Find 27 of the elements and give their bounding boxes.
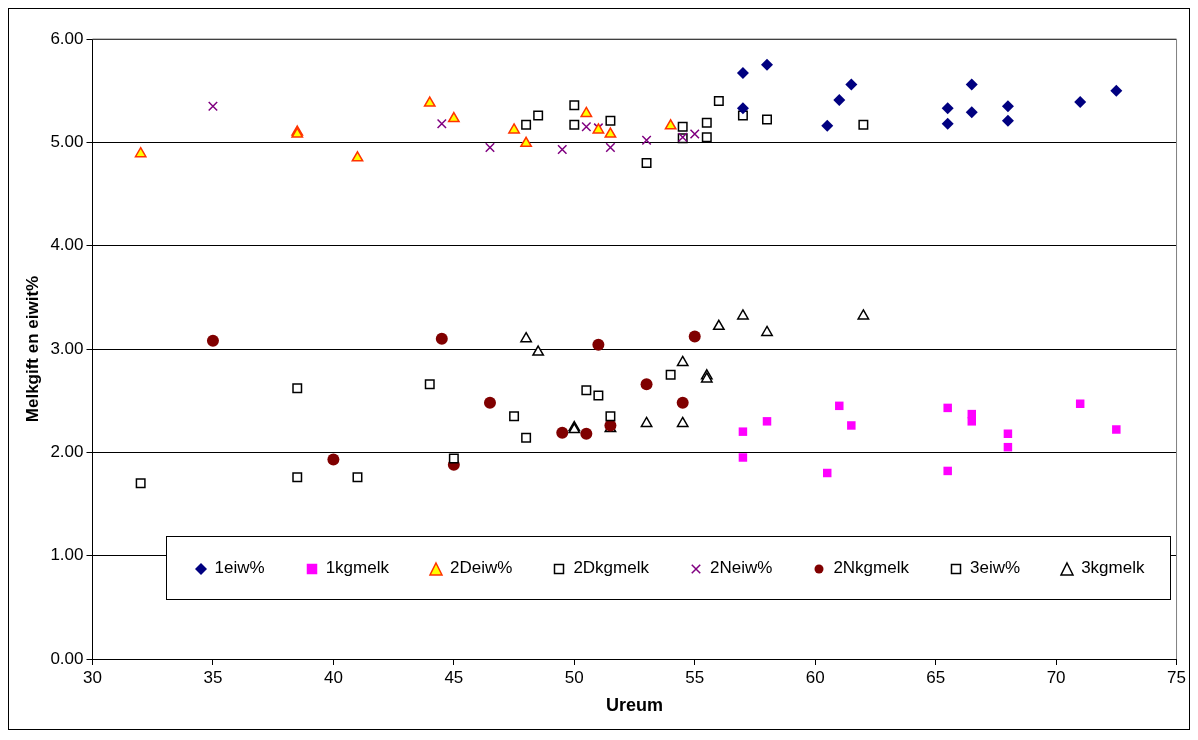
x-tick-label: 75 bbox=[1167, 667, 1187, 687]
y-tick-label: 4.00 bbox=[50, 235, 84, 255]
x-tick-label: 45 bbox=[444, 667, 464, 687]
x-tick-label: 40 bbox=[323, 667, 343, 687]
legend-label: 3kgmelk bbox=[1081, 558, 1145, 577]
x-tick-label: 55 bbox=[685, 667, 705, 687]
legend-label: 1kgmelk bbox=[325, 558, 389, 577]
x-tick-label: 35 bbox=[203, 667, 223, 687]
y-tick-label: 3.00 bbox=[50, 338, 84, 358]
x-tick-label: 50 bbox=[564, 667, 584, 687]
x-tick-label: 60 bbox=[805, 667, 825, 687]
x-tick-label: 65 bbox=[926, 667, 946, 687]
y-tick-label: 1.00 bbox=[50, 545, 84, 565]
x-tick-label: 70 bbox=[1046, 667, 1066, 687]
legend-label: 2Neiw% bbox=[710, 558, 773, 577]
legend-label: 3eiw% bbox=[970, 558, 1021, 577]
y-axis-title: Melkgift en eiwit% bbox=[22, 275, 42, 423]
legend-label: 2Deiw% bbox=[449, 558, 513, 577]
y-tick-label: 2.00 bbox=[50, 442, 84, 462]
y-tick-label: 5.00 bbox=[50, 132, 84, 152]
legend-label: 1eiw% bbox=[214, 558, 265, 577]
x-tick-label: 30 bbox=[83, 667, 102, 687]
legend-label: 2Nkgmelk bbox=[833, 558, 909, 577]
y-tick-label: 6.00 bbox=[50, 28, 84, 48]
legend-label: 2Dkgmelk bbox=[573, 558, 649, 577]
y-tick-label: 0.00 bbox=[50, 648, 84, 668]
x-axis-title: Ureum bbox=[606, 695, 664, 716]
